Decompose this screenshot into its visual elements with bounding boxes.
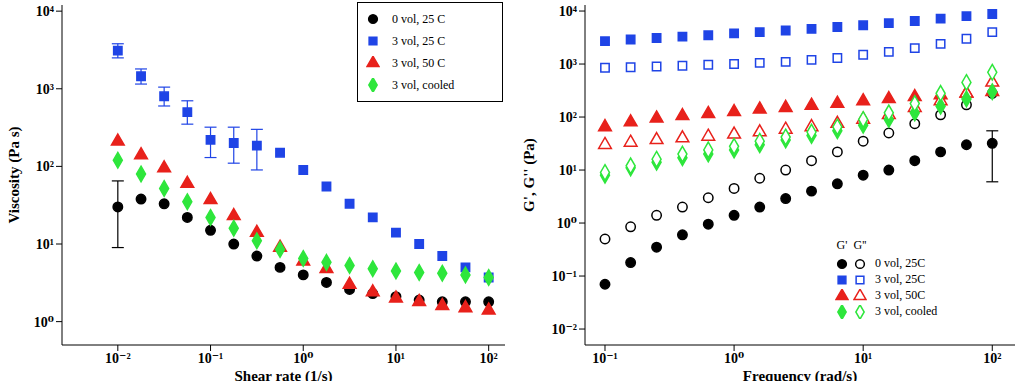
svg-text:10²: 10² (983, 351, 1001, 366)
html-text:0 vol, 25C: 0 vol, 25C (875, 255, 926, 270)
svg-text:10¹: 10¹ (36, 237, 54, 252)
svg-text:10⁻¹: 10⁻¹ (551, 269, 577, 284)
svg-text:Shear rate (1/s): Shear rate (1/s) (234, 368, 332, 381)
svg-text:10⁻¹: 10⁻¹ (592, 351, 618, 366)
svg-text:Frequency (rad/s): Frequency (rad/s) (743, 368, 857, 381)
html-text:0 vol, 25 C: 0 vol, 25 C (392, 11, 446, 26)
svg-text:10⁴: 10⁴ (36, 4, 55, 19)
svg-text:10⁰: 10⁰ (724, 351, 744, 366)
svg-text:10⁻²: 10⁻² (551, 322, 577, 337)
html-text:3 vol, 25C: 3 vol, 25C (875, 271, 926, 286)
html-text:G'': G'' (853, 238, 867, 252)
svg-text:10⁰: 10⁰ (557, 216, 577, 231)
svg-text:G', G'' (Pa): G', G'' (Pa) (521, 138, 538, 212)
svg-text:10⁻¹: 10⁻¹ (198, 351, 224, 366)
svg-text:10¹: 10¹ (854, 351, 872, 366)
svg-text:10⁰: 10⁰ (293, 351, 313, 366)
html-text:3 vol, cooled: 3 vol, cooled (875, 303, 938, 318)
svg-text:10²: 10² (480, 351, 498, 366)
svg-text:10¹: 10¹ (559, 163, 577, 178)
html-text:G': G' (836, 238, 848, 252)
html-text:3 vol, 25 C: 3 vol, 25 C (392, 33, 446, 48)
svg-text:10²: 10² (36, 159, 54, 174)
svg-text:Viscosity (Pa s): Viscosity (Pa s) (8, 127, 23, 224)
html-text:3 vol, cooled: 3 vol, cooled (392, 77, 455, 92)
svg-text:10⁴: 10⁴ (559, 4, 578, 19)
svg-text:10²: 10² (559, 110, 577, 125)
html-text:3 vol, 50 C: 3 vol, 50 C (392, 55, 446, 70)
svg-text:10⁻²: 10⁻² (105, 351, 131, 366)
svg-text:10³: 10³ (559, 57, 577, 72)
svg-text:10⁰: 10⁰ (34, 315, 54, 330)
html-text:3 vol, 50C: 3 vol, 50C (875, 287, 926, 302)
svg-text:10³: 10³ (36, 82, 54, 97)
svg-text:10¹: 10¹ (387, 351, 405, 366)
